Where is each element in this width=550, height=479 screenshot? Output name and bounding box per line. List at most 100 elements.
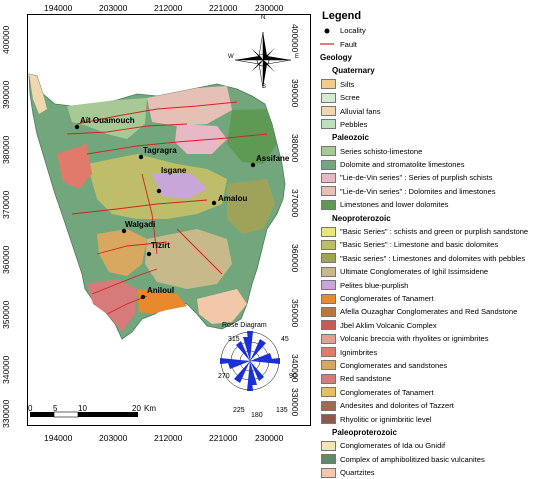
legend-swatch — [318, 106, 336, 117]
legend-item-label: Volcanic breccia with rhyolites or ignim… — [340, 334, 489, 344]
locality-label: Tizirt — [151, 241, 170, 250]
legend-item-label: Conglomerates of Ida ou Gnidif — [340, 441, 446, 451]
compass-s: S — [262, 84, 267, 90]
legend-swatch — [318, 306, 336, 317]
legend-item: Volcanic breccia with rhyolites or ignim… — [318, 332, 548, 345]
legend-swatch — [318, 119, 336, 130]
x-tick-bottom: 221000 — [209, 433, 238, 443]
x-tick-bottom: 203000 — [99, 433, 128, 443]
legend-groups: Quaternary Silts Scree Alluvial fans Pebbles… — [318, 64, 548, 479]
scale-label: 5 — [53, 404, 58, 413]
legend-swatch — [318, 293, 336, 304]
legend-swatch — [318, 199, 336, 210]
rose-diagram-icon — [220, 331, 280, 391]
legend-item: "Basic Series" : Limestone and basic dol… — [318, 238, 548, 251]
zone-ignimbrites — [57, 144, 92, 189]
scale-unit: Km — [144, 404, 156, 413]
north-arrow-icon — [234, 31, 292, 89]
legend-swatch — [318, 387, 336, 398]
legend-item: Silts — [318, 78, 548, 91]
legend-swatch — [318, 239, 336, 250]
x-tick-bottom: 194000 — [44, 433, 73, 443]
legend-item-label: "Basic series" : Limestones and dolomite… — [340, 253, 526, 263]
x-tick-top: 221000 — [209, 3, 238, 13]
legend-swatch — [318, 159, 336, 170]
x-tick-top: 203000 — [99, 3, 128, 13]
locality-dot — [211, 200, 217, 206]
legend: Legend Locality Fault Geology Quaternary… — [318, 10, 548, 478]
legend-swatch — [318, 280, 336, 291]
fault-line-icon — [318, 41, 336, 47]
fault-lines — [66, 101, 268, 315]
legend-item: "Basic Series" : schists and green or pu… — [318, 225, 548, 238]
rose-label: 180 — [251, 412, 263, 419]
locality-label: Aït Ouamouch — [80, 116, 135, 125]
locality-label: Walgadi — [125, 220, 156, 229]
legend-item: Quartzites — [318, 466, 548, 479]
legend-item: Conglomerates of Tanamert — [318, 292, 548, 305]
legend-item: Alluvial fans — [318, 104, 548, 117]
dot-icon — [318, 27, 336, 35]
locality-label: Amalou — [218, 194, 248, 203]
locality-dot — [121, 228, 127, 234]
legend-item-label: Ultimate Conglomerates of Ighil Issimsid… — [340, 267, 489, 277]
y-tick-left: 330000 — [1, 399, 11, 428]
legend-item-label: "Basic Series" : schists and green or pu… — [340, 227, 529, 237]
legend-swatch — [318, 440, 336, 451]
rose-label: 45 — [281, 336, 289, 343]
legend-swatch — [318, 266, 336, 277]
x-tick-top: 194000 — [44, 3, 73, 13]
scale-bar — [30, 411, 138, 418]
legend-item: Ultimate Conglomerates of Ighil Issimsid… — [318, 265, 548, 278]
scale-label: 10 — [78, 404, 87, 413]
locality-label: Tagragra — [143, 146, 177, 155]
legend-item-label: Conglomerates of Tanamert — [340, 294, 434, 303]
legend-swatch — [318, 360, 336, 371]
legend-item: Series schisto-limestone — [318, 145, 548, 158]
locality-dot — [140, 294, 146, 300]
legend-item-label: Pelites blue-purplish — [340, 280, 409, 290]
locality-label: Isgane — [161, 166, 187, 175]
legend-item-label: "Basic Series" : Limestone and basic dol… — [340, 240, 499, 250]
x-tick-bottom: 230000 — [255, 433, 284, 443]
legend-swatch — [318, 253, 336, 264]
locality-dot — [138, 154, 144, 160]
legend-swatch — [318, 172, 336, 183]
zone-green-sandstone — [227, 179, 275, 234]
rose-label: 135 — [276, 407, 288, 414]
y-tick-left: 340000 — [1, 355, 11, 384]
legend-item-label: Limestones and lower dolomites — [340, 200, 449, 210]
legend-group-heading: Neoproterozoic — [332, 213, 391, 223]
rose-title: Rose Diagram — [222, 322, 267, 329]
legend-item: Conglomerates of Ida ou Gnidif — [318, 439, 548, 452]
legend-fault: Fault — [318, 37, 548, 50]
legend-item-label: Afella Ouzaghar Conglomerates and Red Sa… — [340, 307, 518, 317]
legend-swatch — [318, 373, 336, 384]
legend-item: Complex of amphibolitized basic vulcanit… — [318, 453, 548, 466]
legend-item-label: Rhyolitic or ignimbritic level — [340, 414, 432, 424]
locality-label: Aniloul — [147, 286, 175, 295]
x-tick-top: 212000 — [154, 3, 183, 13]
rose-label: 90 — [289, 373, 297, 380]
locality-points — [74, 124, 256, 300]
legend-item-label: Silts — [340, 79, 355, 89]
legend-item-label: Ignimbrites — [340, 347, 378, 357]
locality-dot — [250, 162, 256, 168]
y-tick-left: 380000 — [1, 135, 11, 164]
geology-map — [28, 31, 292, 391]
legend-geology-heading: Geology — [320, 52, 353, 62]
legend-title: Legend — [322, 10, 362, 22]
legend-swatch — [318, 467, 336, 478]
zone-conglomerate — [137, 289, 187, 314]
legend-item: Rhyolitic or ignimbritic level — [318, 412, 548, 425]
legend-group-heading: Quaternary — [332, 66, 375, 76]
legend-swatch — [318, 400, 336, 411]
scale-label: 0 — [28, 404, 33, 413]
legend-swatch — [318, 146, 336, 157]
legend-swatch — [318, 186, 336, 197]
compass-w: W — [228, 54, 234, 60]
legend-item-label: Quartzites — [340, 468, 375, 478]
legend-swatch — [318, 92, 336, 103]
x-tick-bottom: 212000 — [154, 433, 183, 443]
legend-item-label: "Lie-de-Vin series" : Dolomites and lime… — [340, 186, 496, 196]
